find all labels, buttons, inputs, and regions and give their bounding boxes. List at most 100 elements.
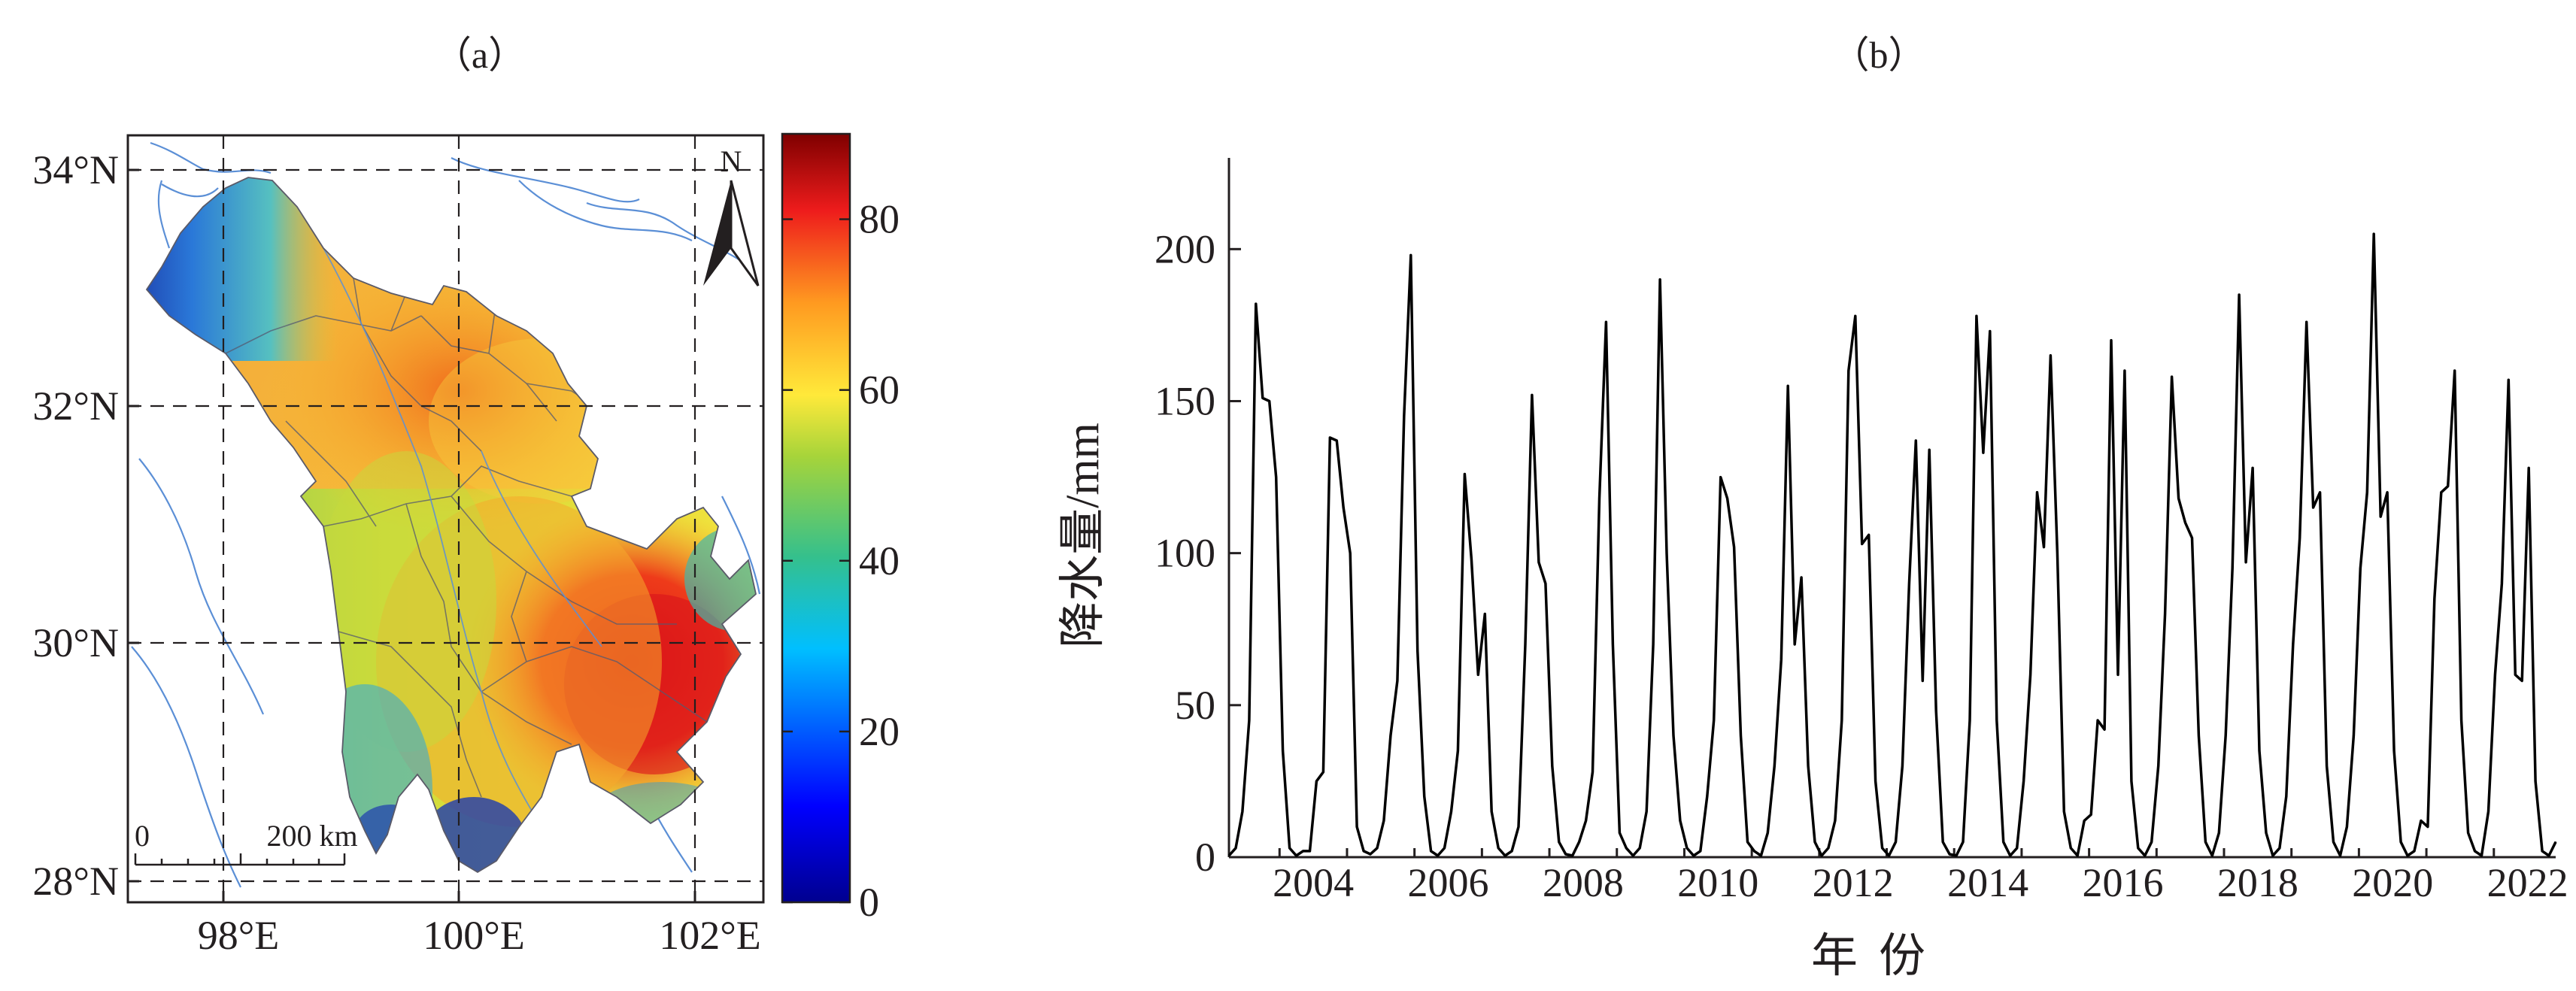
data-point (1390, 735, 1391, 737)
data-point (2104, 729, 2105, 730)
data-point (2029, 674, 2031, 676)
data-point (1928, 449, 1930, 450)
data-point (2441, 492, 2442, 493)
data-point (1848, 370, 1849, 371)
data-point (1242, 811, 1243, 813)
x-tick-label: 2008 (1543, 860, 1624, 905)
data-point (1525, 644, 1526, 645)
data-point (1942, 841, 1943, 843)
data-point (2164, 613, 2166, 615)
data-point (2286, 796, 2287, 797)
data-point (2326, 765, 2328, 767)
data-point (1733, 546, 1735, 548)
data-point (2353, 735, 2355, 737)
data-point (1484, 613, 1486, 615)
data-point (1881, 847, 1883, 849)
data-point (1571, 855, 1573, 856)
data-point (1861, 543, 1863, 545)
data-point (2131, 780, 2132, 782)
data-point (2043, 546, 2045, 548)
data-point (1591, 771, 1594, 773)
colorbar-tick-label: 20 (859, 709, 900, 754)
data-point (1983, 452, 1984, 453)
data-point (1477, 674, 1479, 676)
data-point (1370, 853, 1371, 855)
data-point (2447, 485, 2449, 487)
data-point (2157, 765, 2159, 767)
data-point (2198, 735, 2200, 737)
data-point (1868, 534, 1870, 536)
data-point (2480, 855, 2483, 856)
x-tick-label: 2006 (1408, 860, 1489, 905)
data-point (1753, 850, 1755, 852)
data-point (1908, 583, 1910, 584)
data-point (1767, 832, 1769, 834)
data-point (2050, 355, 2052, 356)
data-point (2191, 537, 2193, 539)
data-point (1423, 796, 1425, 797)
data-point (2332, 841, 2335, 843)
latitude-labels: 34°N 32°N 30°N 28°N (32, 147, 119, 904)
data-point (1585, 820, 1587, 822)
data-point (1552, 765, 1553, 767)
data-point (1639, 847, 1640, 849)
data-point (2528, 467, 2529, 469)
data-point (1598, 498, 1601, 499)
data-point (1719, 476, 1722, 478)
data-point (1356, 826, 1358, 828)
data-point (1376, 847, 1378, 849)
data-point (1922, 680, 1924, 682)
data-point (1309, 850, 1311, 852)
lon-label-102: 102°E (659, 913, 761, 958)
data-point (2070, 847, 2072, 849)
lat-label-34: 34°N (32, 147, 119, 192)
y-tick-label: 0 (1195, 835, 1215, 880)
y-tick-label: 50 (1175, 683, 1215, 728)
x-axis-title: 年份 (1811, 931, 1946, 982)
data-point (1383, 820, 1385, 822)
data-point (1855, 315, 1856, 317)
data-point (1329, 437, 1331, 438)
data-point (2022, 780, 2025, 782)
data-point (2386, 492, 2388, 493)
data-point (1322, 771, 1324, 773)
data-point (1841, 720, 1843, 721)
data-point (2407, 855, 2408, 856)
data-point (1834, 820, 1836, 822)
data-point (2514, 674, 2517, 676)
x-tick-label: 2010 (1677, 860, 1758, 905)
data-point (2427, 826, 2429, 828)
data-point (1915, 440, 1917, 441)
data-point (2225, 735, 2226, 737)
data-point (1464, 473, 1466, 475)
series-line (1227, 232, 2557, 857)
data-point (2002, 841, 2004, 843)
data-point (1962, 841, 1964, 843)
data-point (2373, 233, 2374, 235)
data-point (1949, 853, 1950, 855)
data-point (1497, 847, 1499, 849)
data-point (2009, 855, 2011, 856)
colorbar-tick-label: 40 (859, 538, 900, 583)
lat-label-32: 32°N (32, 383, 119, 429)
data-point (1578, 841, 1580, 843)
north-arrow-icon: N (703, 144, 760, 286)
lon-label-98: 98°E (198, 913, 280, 958)
data-point (1336, 440, 1338, 441)
x-tick-label: 2018 (2217, 860, 2298, 905)
lon-label-100: 100°E (423, 913, 525, 958)
data-point (2265, 832, 2267, 834)
data-point (2077, 855, 2078, 856)
data-point (2393, 750, 2395, 752)
data-point (2117, 674, 2119, 676)
data-point (1416, 650, 1418, 651)
data-point (1989, 330, 1991, 332)
data-point (2238, 294, 2240, 295)
data-point (1457, 750, 1459, 752)
data-point (2204, 841, 2207, 843)
data-point (1564, 853, 1567, 855)
data-point (2036, 492, 2038, 493)
data-point (1268, 400, 1270, 402)
data-point (2245, 562, 2247, 563)
data-point (2150, 841, 2153, 843)
